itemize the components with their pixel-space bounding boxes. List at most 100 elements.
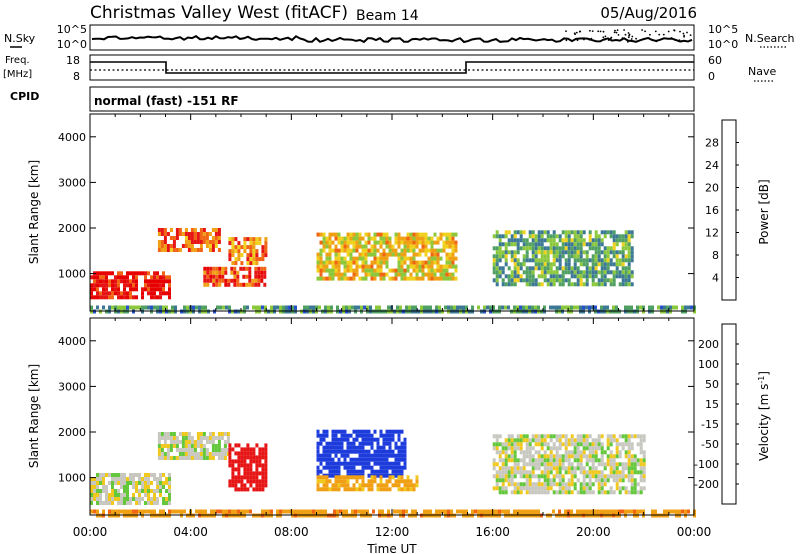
heatmap-cell (498, 474, 502, 479)
heatmap-cell (627, 230, 631, 235)
heatmap-cell (397, 483, 401, 488)
heatmap-cell (624, 242, 628, 247)
heatmap-cell (537, 458, 541, 463)
noise-dot (573, 32, 576, 35)
heatmap-cell (654, 509, 657, 514)
heatmap-cell (495, 434, 499, 439)
heatmap-cell (226, 432, 230, 436)
heatmap-cell (448, 252, 452, 257)
heatmap-cell (105, 287, 108, 292)
heatmap-cell (373, 236, 377, 241)
heatmap-cell (451, 256, 455, 261)
noise-dot (613, 31, 616, 34)
heatmap-cell (114, 509, 117, 514)
heatmap-cell (334, 256, 338, 261)
heatmap-cell (561, 434, 565, 439)
heatmap-cell (415, 483, 419, 488)
heatmap-cell (254, 278, 258, 283)
heatmap-cell (615, 270, 619, 275)
heatmap-cell (639, 490, 643, 495)
heatmap-cell (224, 270, 228, 275)
heatmap-cell (558, 438, 562, 443)
heatmap-cell (237, 451, 241, 456)
heatmap-cell (205, 240, 209, 244)
heatmap-cell (454, 264, 458, 269)
heatmap-cell (516, 490, 520, 495)
heatmap-cell (261, 253, 265, 258)
heatmap-cell (564, 446, 568, 451)
heatmap-cell (495, 234, 499, 239)
heatmap-cell (159, 509, 162, 514)
heatmap-cell (451, 264, 455, 269)
heatmap-cell (519, 234, 523, 239)
heatmap-cell (543, 230, 547, 235)
heatmap-cell (255, 257, 259, 262)
heatmap-cell (367, 437, 371, 442)
heatmap-cell (214, 236, 218, 240)
heatmap-cell (204, 509, 207, 514)
heatmap-cell (306, 305, 309, 310)
heatmap-cell (397, 433, 401, 438)
heatmap-cell (117, 283, 120, 288)
heatmap-cell (579, 438, 583, 443)
heatmap-cell (603, 230, 607, 235)
heatmap-cell (498, 246, 502, 251)
heatmap-cell (319, 441, 323, 446)
heatmap-cell (211, 240, 215, 244)
heatmap-cell (561, 230, 565, 235)
heatmap-cell (199, 432, 203, 436)
heatmap-cell (498, 486, 502, 491)
heatmap-cell (483, 509, 486, 514)
heatmap-cell (558, 278, 562, 283)
heatmap-cell (220, 432, 224, 436)
heatmap-cell (447, 305, 450, 310)
heatmap-cell (220, 436, 224, 440)
heatmap-cell (163, 452, 167, 456)
heatmap-cell (606, 305, 609, 310)
heatmap-cell (168, 509, 171, 514)
heatmap-cell (90, 489, 93, 493)
heatmap-cell (600, 258, 604, 263)
heatmap-cell (555, 462, 559, 467)
heatmap-cell (343, 475, 347, 480)
heatmap-cell (187, 432, 191, 436)
heatmap-cell (415, 479, 419, 484)
colorbar-tick-label: 100 (698, 358, 719, 371)
heatmap-cell (555, 446, 559, 451)
heatmap-cell (513, 474, 517, 479)
heatmap-cell (230, 266, 234, 271)
heatmap-cell (621, 278, 625, 283)
heatmap-cell (138, 497, 141, 501)
heatmap-cell (591, 446, 595, 451)
heatmap-cell (346, 453, 350, 458)
heatmap-cell (248, 274, 252, 279)
heatmap-cell (261, 487, 265, 492)
heatmap-cell (454, 276, 458, 281)
heatmap-cell (540, 482, 544, 487)
heatmap-cell (555, 254, 559, 259)
heatmap-cell (543, 486, 547, 491)
heatmap-cell (93, 283, 96, 288)
heatmap-cell (349, 264, 353, 269)
heatmap-cell (169, 456, 173, 460)
heatmap-cell (160, 244, 164, 248)
heatmap-cell (588, 246, 592, 251)
heatmap-cell (126, 305, 129, 310)
heatmap-cell (166, 232, 170, 236)
heatmap-cell (367, 268, 371, 273)
heatmap-cell (591, 442, 595, 447)
heatmap-cell (630, 434, 634, 439)
heatmap-cell (567, 482, 571, 487)
heatmap-cell (132, 485, 135, 489)
heatmap-cell (388, 475, 392, 480)
heatmap-cell (165, 497, 168, 501)
heatmap-cell (123, 305, 126, 310)
heatmap-cell (633, 466, 637, 471)
heatmap-cell (319, 232, 323, 237)
heatmap-cell (217, 452, 221, 456)
heatmap-cell (513, 454, 517, 459)
heatmap-cell (403, 272, 407, 277)
heatmap-cell (537, 466, 541, 471)
heatmap-cell (169, 248, 173, 252)
heatmap-cell (528, 454, 532, 459)
